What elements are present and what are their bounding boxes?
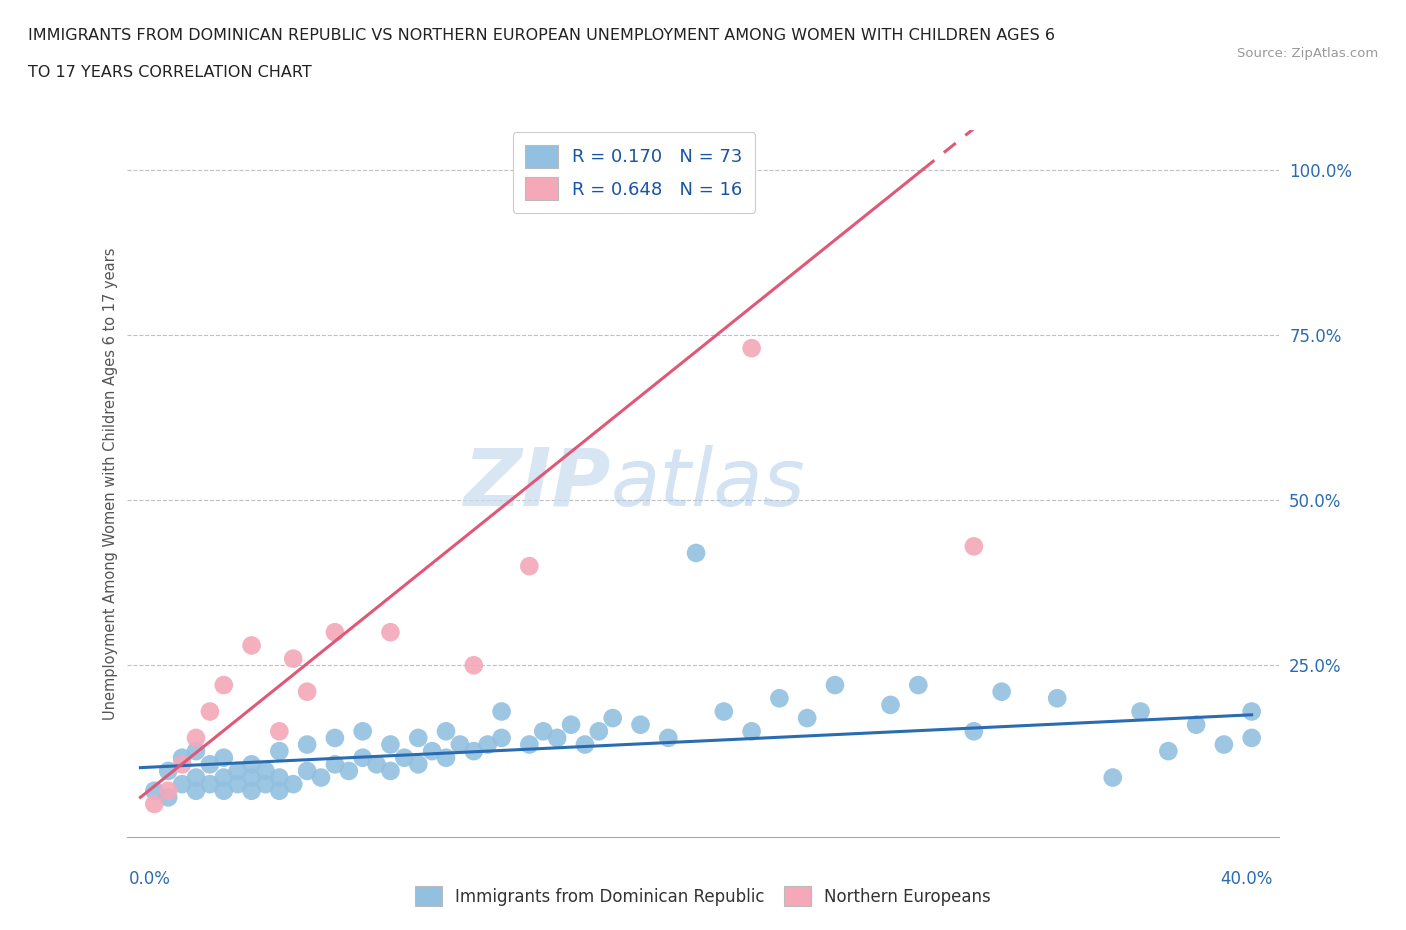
Point — [212, 678, 235, 693]
Point — [172, 777, 194, 791]
Point — [741, 340, 763, 355]
Point — [963, 538, 986, 553]
Point — [434, 724, 457, 738]
Text: atlas: atlas — [610, 445, 806, 523]
Point — [434, 751, 457, 765]
Point — [990, 684, 1012, 699]
Point — [1212, 737, 1234, 752]
Point — [184, 783, 207, 798]
Point — [602, 711, 624, 725]
Point — [157, 790, 180, 804]
Point — [519, 737, 541, 752]
Point — [657, 730, 679, 745]
Y-axis label: Unemployment Among Women with Children Ages 6 to 17 years: Unemployment Among Women with Children A… — [103, 247, 118, 720]
Point — [283, 651, 305, 666]
Text: ZIP: ZIP — [464, 445, 610, 523]
Point — [240, 770, 263, 785]
Point — [172, 757, 194, 772]
Point — [212, 770, 235, 785]
Point — [157, 764, 180, 778]
Point — [713, 704, 735, 719]
Point — [560, 717, 582, 732]
Point — [309, 770, 332, 785]
Point — [463, 744, 485, 759]
Point — [295, 684, 318, 699]
Point — [269, 770, 291, 785]
Point — [574, 737, 596, 752]
Point — [394, 751, 416, 765]
Point — [295, 764, 318, 778]
Point — [1240, 730, 1263, 745]
Point — [879, 698, 901, 712]
Point — [491, 704, 513, 719]
Point — [768, 691, 790, 706]
Point — [1129, 704, 1152, 719]
Point — [184, 770, 207, 785]
Point — [226, 764, 249, 778]
Point — [295, 737, 318, 752]
Point — [406, 730, 429, 745]
Point — [240, 757, 263, 772]
Point — [352, 751, 374, 765]
Point — [323, 757, 346, 772]
Point — [337, 764, 360, 778]
Point — [254, 764, 277, 778]
Point — [380, 737, 402, 752]
Legend: R = 0.170   N = 73, R = 0.648   N = 16: R = 0.170 N = 73, R = 0.648 N = 16 — [513, 132, 755, 213]
Text: Source: ZipAtlas.com: Source: ZipAtlas.com — [1237, 46, 1378, 60]
Legend: Immigrants from Dominican Republic, Northern Europeans: Immigrants from Dominican Republic, Nort… — [408, 880, 998, 912]
Point — [741, 724, 763, 738]
Point — [449, 737, 471, 752]
Point — [630, 717, 652, 732]
Point — [406, 757, 429, 772]
Point — [685, 546, 707, 561]
Point — [226, 777, 249, 791]
Point — [323, 625, 346, 640]
Point — [269, 783, 291, 798]
Point — [380, 764, 402, 778]
Point — [212, 751, 235, 765]
Point — [491, 730, 513, 745]
Point — [546, 730, 568, 745]
Point — [1240, 704, 1263, 719]
Point — [254, 777, 277, 791]
Point — [283, 777, 305, 791]
Text: TO 17 YEARS CORRELATION CHART: TO 17 YEARS CORRELATION CHART — [28, 65, 312, 80]
Point — [157, 783, 180, 798]
Point — [420, 744, 443, 759]
Point — [380, 625, 402, 640]
Point — [352, 724, 374, 738]
Point — [143, 783, 166, 798]
Point — [519, 559, 541, 574]
Text: 0.0%: 0.0% — [129, 870, 172, 888]
Point — [907, 678, 929, 693]
Point — [198, 704, 221, 719]
Point — [477, 737, 499, 752]
Point — [1157, 744, 1180, 759]
Point — [1185, 717, 1208, 732]
Point — [1101, 770, 1123, 785]
Point — [143, 796, 166, 811]
Point — [198, 757, 221, 772]
Point — [796, 711, 818, 725]
Text: 40.0%: 40.0% — [1220, 870, 1272, 888]
Point — [269, 744, 291, 759]
Point — [463, 658, 485, 672]
Point — [184, 744, 207, 759]
Point — [588, 724, 610, 738]
Point — [366, 757, 388, 772]
Point — [531, 724, 554, 738]
Point — [240, 783, 263, 798]
Point — [323, 730, 346, 745]
Point — [198, 777, 221, 791]
Point — [963, 724, 986, 738]
Point — [824, 678, 846, 693]
Point — [172, 751, 194, 765]
Text: IMMIGRANTS FROM DOMINICAN REPUBLIC VS NORTHERN EUROPEAN UNEMPLOYMENT AMONG WOMEN: IMMIGRANTS FROM DOMINICAN REPUBLIC VS NO… — [28, 28, 1054, 43]
Point — [1046, 691, 1069, 706]
Point — [212, 783, 235, 798]
Point — [240, 638, 263, 653]
Point — [269, 724, 291, 738]
Point — [184, 730, 207, 745]
